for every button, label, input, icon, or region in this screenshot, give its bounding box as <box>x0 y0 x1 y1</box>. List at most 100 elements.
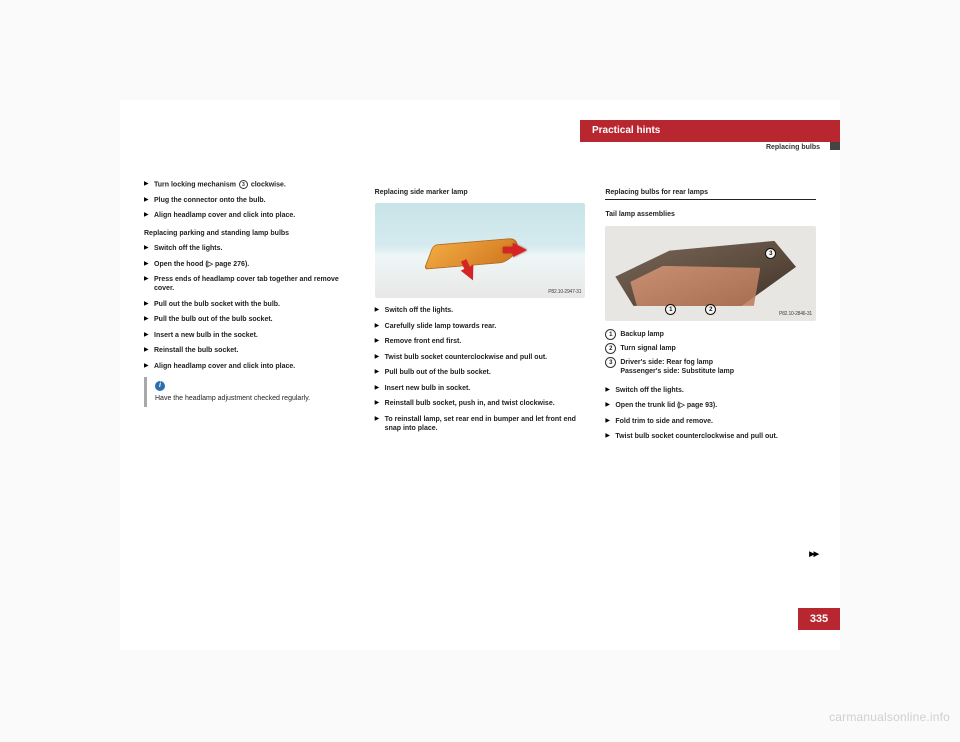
list-item: ▶Switch off the lights. <box>605 386 816 395</box>
legend-text: Backup lamp <box>620 329 816 340</box>
bullet-icon: ▶ <box>144 362 154 371</box>
column-3: Replacing bulbs for rear lamps Tail lamp… <box>605 180 816 610</box>
content-columns: ▶Turn locking mechanism 3 clockwise.▶Plu… <box>144 180 816 610</box>
list: ▶Switch off the lights.▶Open the trunk l… <box>605 386 816 442</box>
list-item-text: Align headlamp cover and click into plac… <box>154 211 355 220</box>
list-item-text: Reinstall bulb socket, push in, and twis… <box>385 399 586 408</box>
figure-id: P82.10-2846-31 <box>779 311 812 318</box>
side-marker-figure: P82.10-2947-31 <box>375 203 586 298</box>
page-number: 335 <box>798 608 840 630</box>
legend-number: 2 <box>605 343 616 354</box>
bullet-icon: ▶ <box>144 180 154 190</box>
list: ▶Switch off the lights.▶Carefully slide … <box>375 306 586 433</box>
list-item: ▶Open the trunk lid (▷ page 93). <box>605 401 816 410</box>
bullet-icon: ▶ <box>605 401 615 410</box>
legend-item: 3 Driver's side: Rear fog lampPassenger's… <box>605 357 816 377</box>
legend-number: 3 <box>605 357 616 368</box>
tail-lamp-figure: 1 2 3 P82.10-2846-31 <box>605 226 816 321</box>
list-item: ▶Switch off the lights. <box>144 244 355 253</box>
list-item-text: Plug the connector onto the bulb. <box>154 196 355 205</box>
thumb-tab <box>830 142 840 150</box>
section-title: Practical hints <box>592 125 660 136</box>
list-item: ▶Switch off the lights. <box>375 306 586 315</box>
list-item-text: Insert a new bulb in the socket. <box>154 331 355 340</box>
arrow-icon <box>513 243 527 257</box>
bullet-icon: ▶ <box>605 417 615 426</box>
bullet-icon: ▶ <box>375 399 385 408</box>
legend: 1 Backup lamp 2 Turn signal lamp 3 Driver's s… <box>605 329 816 377</box>
list-item-text: Turn locking mechanism 3 clockwise. <box>154 180 355 190</box>
section-subtitle: Replacing bulbs <box>766 144 820 151</box>
list-item-text: To reinstall lamp, set rear end in bumpe… <box>385 415 586 434</box>
bullet-icon: ▶ <box>144 315 154 324</box>
section-header: Practical hints <box>580 120 840 142</box>
list-item-text: Fold trim to side and remove. <box>615 417 816 426</box>
bullet-icon: ▶ <box>144 196 154 205</box>
list-item: ▶Pull bulb out of the bulb socket. <box>375 368 586 377</box>
legend-item: 1 Backup lamp <box>605 329 816 340</box>
list-a: ▶Turn locking mechanism 3 clockwise.▶Plu… <box>144 180 355 221</box>
list-item-text: Press ends of headlamp cover tab togethe… <box>154 275 355 294</box>
list-item: ▶Twist bulb socket counterclockwise and … <box>605 432 816 441</box>
list-item: ▶Align headlamp cover and click into pla… <box>144 211 355 220</box>
list-item-text: Twist bulb socket counterclockwise and p… <box>615 432 816 441</box>
list-item: ▶Align headlamp cover and click into pla… <box>144 362 355 371</box>
list-item: ▶Reinstall the bulb socket. <box>144 346 355 355</box>
list-item-text: Pull out the bulb socket with the bulb. <box>154 300 355 309</box>
column-2: Replacing side marker lamp P82.10-2947-3… <box>375 180 586 610</box>
legend-text: Turn signal lamp <box>620 343 816 354</box>
list-item: ▶Fold trim to side and remove. <box>605 417 816 426</box>
info-icon: i <box>155 381 165 391</box>
continued-icon: ▶▶ <box>809 550 818 558</box>
bullet-icon: ▶ <box>375 322 385 331</box>
list-item: ▶Pull out the bulb socket with the bulb. <box>144 300 355 309</box>
list-item-text: Reinstall the bulb socket. <box>154 346 355 355</box>
figure-id: P82.10-2947-31 <box>548 289 581 296</box>
legend-text: Driver's side: Rear fog lampPassenger's … <box>620 357 816 377</box>
legend-number: 1 <box>605 329 616 340</box>
column-heading: Replacing side marker lamp <box>375 188 586 197</box>
bullet-icon: ▶ <box>144 244 154 253</box>
bullet-icon: ▶ <box>375 337 385 346</box>
bullet-icon: ▶ <box>144 260 154 269</box>
list-item-text: Switch off the lights. <box>385 306 586 315</box>
bullet-icon: ▶ <box>144 275 154 294</box>
list-b: ▶Switch off the lights.▶Open the hood (▷… <box>144 244 355 371</box>
list-item: ▶Insert a new bulb in the socket. <box>144 331 355 340</box>
list-item: ▶To reinstall lamp, set rear end in bump… <box>375 415 586 434</box>
column-1: ▶Turn locking mechanism 3 clockwise.▶Plu… <box>144 180 355 610</box>
bullet-icon: ▶ <box>605 432 615 441</box>
list-item-text: Open the hood (▷ page 276). <box>154 260 355 269</box>
list-item: ▶Twist bulb socket counterclockwise and … <box>375 353 586 362</box>
list-item: ▶Press ends of headlamp cover tab togeth… <box>144 275 355 294</box>
list-item: ▶Open the hood (▷ page 276). <box>144 260 355 269</box>
list-item-text: Pull bulb out of the bulb socket. <box>385 368 586 377</box>
info-text: Have the headlamp adjustment checked reg… <box>155 394 355 403</box>
watermark: carmanualsonline.info <box>829 710 950 724</box>
bullet-icon: ▶ <box>375 368 385 377</box>
list-item: ▶Insert new bulb in socket. <box>375 384 586 393</box>
subheading: Tail lamp assemblies <box>605 210 816 219</box>
bullet-icon: ▶ <box>144 346 154 355</box>
list-item: ▶Turn locking mechanism 3 clockwise. <box>144 180 355 190</box>
list-item-text: Pull the bulb out of the bulb socket. <box>154 315 355 324</box>
bullet-icon: ▶ <box>375 306 385 315</box>
list-item-text: Open the trunk lid (▷ page 93). <box>615 401 816 410</box>
list-item: ▶Plug the connector onto the bulb. <box>144 196 355 205</box>
subheading: Replacing parking and standing lamp bulb… <box>144 229 355 238</box>
bullet-icon: ▶ <box>144 331 154 340</box>
column-heading: Replacing bulbs for rear lamps <box>605 188 816 200</box>
list-item-text: Align headlamp cover and click into plac… <box>154 362 355 371</box>
bullet-icon: ▶ <box>375 415 385 434</box>
list-item-text: Carefully slide lamp towards rear. <box>385 322 586 331</box>
list-item-text: Twist bulb socket counterclockwise and p… <box>385 353 586 362</box>
list-item: ▶Remove front end first. <box>375 337 586 346</box>
bullet-icon: ▶ <box>375 353 385 362</box>
list-item-text: Switch off the lights. <box>615 386 816 395</box>
list-item-text: Switch off the lights. <box>154 244 355 253</box>
manual-page: Practical hints Replacing bulbs ▶Turn lo… <box>120 100 840 650</box>
bullet-icon: ▶ <box>144 211 154 220</box>
bullet-icon: ▶ <box>144 300 154 309</box>
info-note: i Have the headlamp adjustment checked r… <box>144 377 355 407</box>
bullet-icon: ▶ <box>375 384 385 393</box>
